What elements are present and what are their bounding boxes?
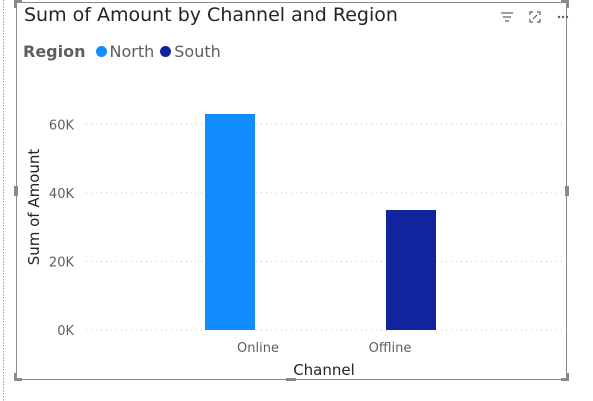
resize-handle-bottom-right[interactable] (561, 378, 569, 381)
resize-handle-bottom-right-v[interactable] (566, 373, 569, 381)
y-tick-label: 0K (57, 324, 74, 339)
resize-handle-top-right[interactable] (561, 0, 569, 3)
resize-handle-right-middle[interactable] (565, 186, 569, 196)
resize-handle-top-left[interactable] (14, 0, 22, 3)
resize-handle-bottom-left-v[interactable] (14, 373, 17, 381)
x-tick-label: Offline (369, 341, 412, 356)
x-tick-label: Online (237, 341, 279, 356)
focus-mode-icon[interactable] (521, 9, 549, 25)
resize-handle-top-left-v[interactable] (14, 0, 17, 8)
more-options-icon[interactable] (549, 9, 577, 25)
filter-icon[interactable] (493, 9, 521, 25)
legend-title: Region (23, 42, 86, 61)
resize-handle-left-middle[interactable] (14, 186, 18, 196)
visual-header-icons (493, 9, 577, 25)
legend-label-north: North (109, 42, 155, 61)
y-tick-label: 20K (49, 255, 75, 270)
legend-label-south: South (174, 42, 221, 61)
resize-handle-bottom-left[interactable] (14, 378, 22, 381)
bar-online-north[interactable] (205, 114, 255, 330)
resize-handle-bottom-middle[interactable] (286, 378, 296, 381)
legend-item-south[interactable]: South (160, 42, 221, 61)
bar-offline-south[interactable] (386, 210, 436, 330)
y-tick-label: 60K (49, 118, 75, 133)
legend-swatch-north (95, 46, 107, 57)
y-tick-label: 40K (49, 187, 75, 202)
legend-item-north[interactable]: North (95, 42, 155, 61)
chart-legend: Region North South (23, 42, 227, 61)
y-axis-title: Sum of Amount (25, 149, 43, 266)
canvas-edge-dotted-line (3, 0, 4, 401)
chart-title: Sum of Amount by Channel and Region (24, 4, 398, 26)
x-axis-title: Channel (293, 361, 355, 379)
resize-handle-top-right-v[interactable] (566, 0, 569, 8)
legend-swatch-south (160, 46, 172, 57)
